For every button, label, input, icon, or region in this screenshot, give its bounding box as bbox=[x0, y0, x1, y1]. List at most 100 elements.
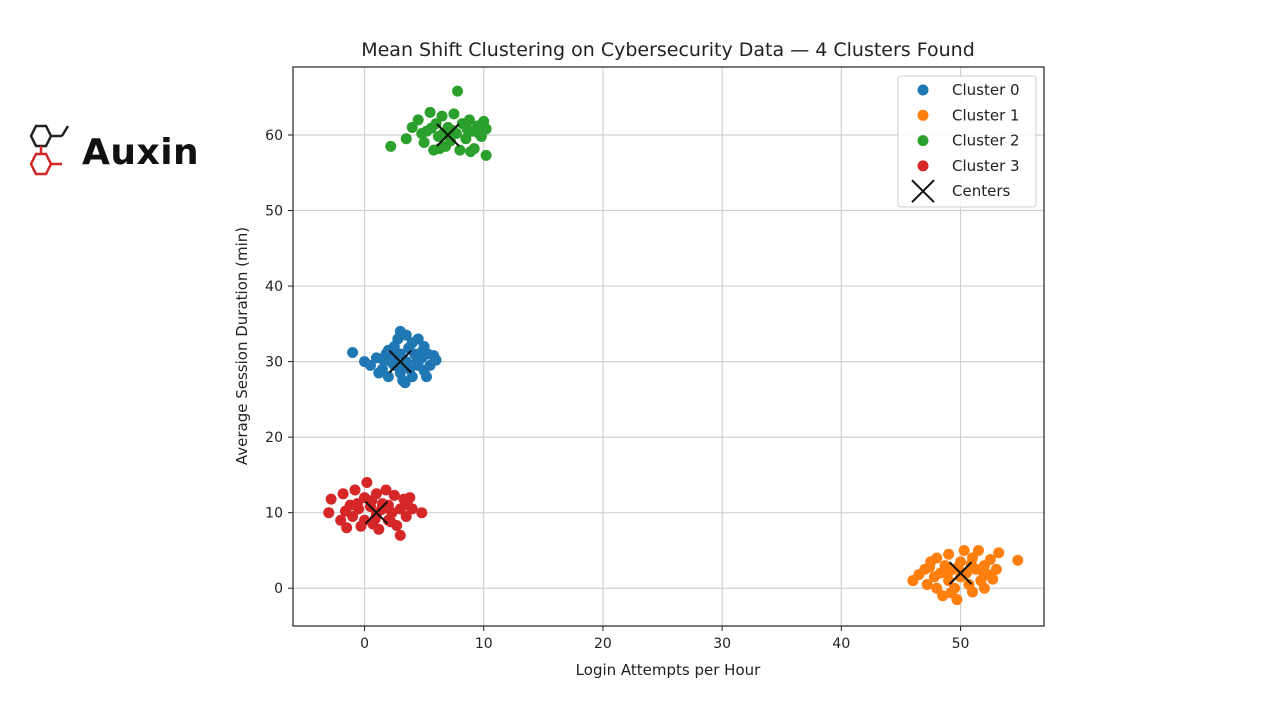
x-axis-label: Login Attempts per Hour bbox=[576, 661, 761, 679]
x-tick-label: 0 bbox=[360, 636, 369, 652]
data-point bbox=[325, 493, 337, 505]
center-marker bbox=[436, 123, 460, 147]
data-point bbox=[351, 498, 363, 510]
center-marker bbox=[948, 561, 973, 585]
data-point bbox=[460, 133, 472, 145]
data-point bbox=[480, 149, 492, 161]
data-point bbox=[978, 582, 990, 594]
data-point bbox=[1012, 554, 1024, 566]
x-tick-label: 10 bbox=[475, 636, 493, 652]
y-tick-label: 40 bbox=[265, 279, 283, 295]
legend-marker bbox=[917, 84, 929, 96]
data-point bbox=[972, 544, 984, 556]
data-point bbox=[463, 114, 475, 126]
data-point bbox=[349, 484, 361, 496]
legend-box bbox=[897, 75, 1037, 208]
center-marker-stroke bbox=[948, 561, 973, 585]
data-point bbox=[400, 329, 412, 341]
legend-label: Cluster 0 bbox=[952, 81, 1020, 99]
legend-label: Cluster 1 bbox=[952, 106, 1020, 124]
logo-hexagon-top bbox=[29, 124, 53, 148]
data-point bbox=[337, 488, 349, 500]
logo-bond bbox=[60, 125, 70, 137]
data-point bbox=[452, 85, 464, 97]
center-marker-stroke bbox=[388, 349, 412, 374]
y-tick-label: 30 bbox=[265, 355, 283, 371]
y-tick-label: 50 bbox=[265, 204, 283, 220]
data-point bbox=[924, 561, 936, 573]
data-point bbox=[373, 523, 385, 535]
data-point bbox=[448, 108, 460, 120]
x-tick-label: 20 bbox=[594, 636, 612, 652]
data-point bbox=[965, 558, 977, 570]
data-point bbox=[424, 106, 436, 118]
data-point bbox=[984, 554, 996, 566]
axis-ticks: 0 10 20 30 40 50 0 10 20 30 40 50 60 bbox=[265, 128, 969, 652]
y-tick-label: 10 bbox=[265, 506, 283, 522]
data-point bbox=[943, 548, 955, 560]
data-point bbox=[364, 359, 376, 371]
data-point bbox=[394, 529, 406, 541]
data-point bbox=[335, 514, 347, 526]
y-tick-label: 0 bbox=[274, 581, 283, 597]
data-point bbox=[382, 371, 394, 383]
data-point bbox=[425, 122, 437, 134]
y-tick-label: 60 bbox=[265, 128, 283, 144]
data-point bbox=[388, 489, 400, 501]
data-point bbox=[937, 590, 949, 602]
data-point bbox=[406, 121, 418, 133]
legend-label: Centers bbox=[952, 182, 1010, 200]
x-tick-label: 40 bbox=[832, 636, 850, 652]
data-point bbox=[952, 561, 964, 573]
x-tick-label: 50 bbox=[952, 636, 970, 652]
data-point bbox=[412, 114, 424, 126]
cluster-centers bbox=[364, 123, 973, 585]
data-point bbox=[454, 144, 466, 156]
data-point bbox=[323, 507, 335, 519]
data-point bbox=[430, 354, 442, 366]
data-point bbox=[379, 502, 391, 514]
data-point bbox=[366, 495, 378, 507]
data-point bbox=[977, 566, 989, 578]
legend-label: Cluster 2 bbox=[952, 132, 1020, 150]
data-point bbox=[347, 347, 359, 359]
data-point bbox=[921, 578, 933, 590]
data-point bbox=[400, 133, 412, 145]
data-point bbox=[400, 510, 412, 522]
legend: Cluster 0 Cluster 1 Cluster 2 Cluster 3 Cent… bbox=[897, 75, 1037, 208]
data-point bbox=[373, 367, 385, 379]
data-point bbox=[990, 563, 1002, 575]
y-tick-label: 20 bbox=[265, 430, 283, 446]
center-marker bbox=[388, 349, 412, 374]
data-point bbox=[465, 146, 477, 158]
center-marker bbox=[364, 500, 389, 525]
data-point bbox=[385, 140, 397, 152]
data-point bbox=[473, 127, 485, 139]
data-point bbox=[417, 344, 429, 356]
data-point bbox=[945, 587, 957, 599]
data-point bbox=[411, 356, 423, 368]
data-point bbox=[421, 371, 433, 383]
data-point bbox=[416, 507, 428, 519]
brand-name: Auxin bbox=[82, 132, 200, 173]
legend-marker bbox=[911, 179, 935, 203]
legend-marker bbox=[917, 160, 929, 172]
data-point bbox=[399, 377, 411, 389]
legend-marker bbox=[917, 135, 929, 147]
data-point bbox=[380, 484, 392, 496]
data-point bbox=[361, 476, 373, 488]
data-point bbox=[931, 582, 943, 594]
logo-hexagon-bottom bbox=[29, 152, 53, 176]
data-point bbox=[416, 127, 428, 139]
chart-title: Mean Shift Clustering on Cybersecurity D… bbox=[361, 39, 975, 61]
x-tick-label: 30 bbox=[713, 636, 731, 652]
logo-icon bbox=[29, 124, 70, 176]
data-point bbox=[941, 568, 953, 580]
data-point bbox=[418, 137, 430, 149]
data-point bbox=[341, 522, 353, 534]
data-point bbox=[987, 573, 999, 585]
data-point bbox=[958, 544, 970, 556]
center-marker-stroke bbox=[436, 123, 460, 147]
y-axis-label: Average Session Duration (min) bbox=[233, 227, 251, 465]
